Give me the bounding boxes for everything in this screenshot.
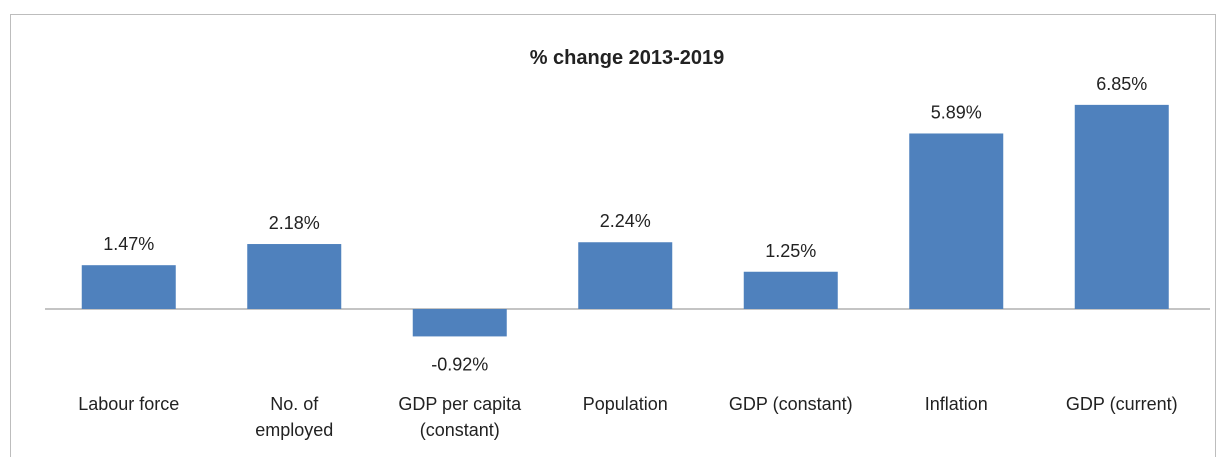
bar <box>81 265 176 309</box>
bar <box>743 271 838 309</box>
x-tick-label: GDP per capita (constant) <box>398 394 522 440</box>
bar <box>909 133 1004 309</box>
data-label: 2.18% <box>269 213 320 233</box>
bar <box>578 242 673 309</box>
chart-border <box>10 14 1216 457</box>
x-tick-label: GDP (constant) <box>728 394 853 414</box>
x-tick-label: GDP (current) <box>1065 394 1178 414</box>
x-tick-label: Inflation <box>924 394 988 414</box>
chart-title: % change 2013-2019 <box>530 47 725 69</box>
bar <box>412 309 507 337</box>
data-label: 5.89% <box>931 102 982 122</box>
data-label: 1.47% <box>103 234 154 254</box>
data-label: -0.92% <box>431 354 488 374</box>
bar <box>1074 104 1169 310</box>
x-tick-label: No. of employed <box>255 394 334 440</box>
bar <box>247 244 342 309</box>
x-tick-label: Population <box>582 394 668 414</box>
x-tick-label: Labour force <box>78 394 180 414</box>
data-label: 6.85% <box>1096 74 1147 94</box>
data-label: 1.25% <box>765 241 816 261</box>
data-label: 2.24% <box>600 211 651 231</box>
